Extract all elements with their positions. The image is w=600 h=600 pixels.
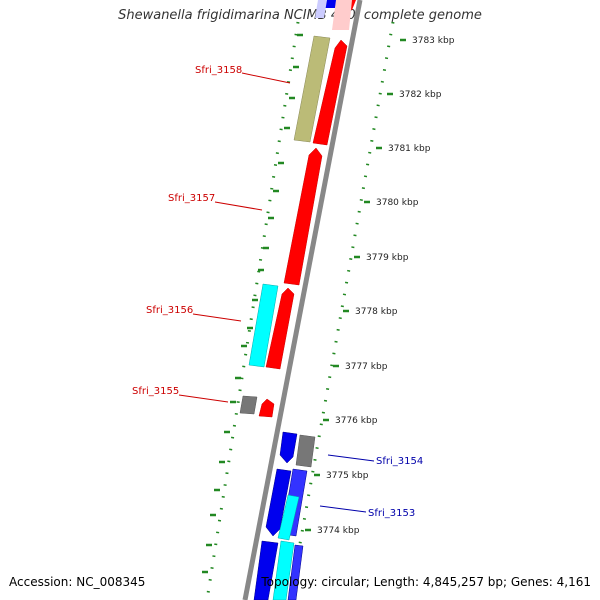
gene-label: Sfri_3158 bbox=[195, 65, 242, 76]
gene-leader-line bbox=[241, 72, 291, 84]
feature-rna-lower bbox=[277, 494, 300, 541]
tick-label: 3779 kbp bbox=[366, 253, 409, 263]
gene-leader-line bbox=[214, 201, 263, 211]
tick-label: 3781 kbp bbox=[388, 144, 431, 154]
tick-label: 3776 kbp bbox=[335, 416, 378, 426]
feature-gene-sfri-3155 bbox=[258, 398, 275, 418]
accession-label: Accession: NC_008345 bbox=[9, 575, 146, 589]
gene-leader-line bbox=[192, 313, 242, 322]
feature-rna-sfri-3156 bbox=[248, 283, 279, 368]
tick-label: 3783 kbp bbox=[412, 36, 455, 46]
feature-reverse-stub-light bbox=[315, 0, 327, 18]
feature-gene-sfri-3153 bbox=[265, 468, 292, 537]
gene-label: Sfri_3153 bbox=[368, 508, 415, 519]
gene-label: Sfri_3157 bbox=[168, 193, 215, 204]
gene-label-group: Sfri_3158 Sfri_3157 Sfri_3156 Sfri_3155 Sfri… bbox=[132, 65, 423, 519]
gene-leader-line bbox=[319, 505, 367, 513]
topology-label: Topology: circular; Length: 4,845,257 bp… bbox=[261, 575, 591, 589]
feature-gene-sfri-3154 bbox=[279, 431, 298, 464]
feature-other-sfri-3155 bbox=[239, 395, 258, 415]
feature-reverse-gene-bottom bbox=[253, 540, 279, 600]
feature-other-sfri-3154 bbox=[295, 434, 316, 468]
tick-label: 3774 kbp bbox=[317, 526, 360, 536]
tick-group: 3783 kbp 3782 kbp 3781 kbp 3780 kbp 3779 kbp… bbox=[202, 33, 455, 574]
page-title: Shewanella frigidimarina NCIMB 400, comp… bbox=[118, 8, 482, 23]
feature-gene-sfri-3158 bbox=[312, 39, 348, 146]
feature-forward-stub-light bbox=[332, 0, 352, 30]
gene-label: Sfri_3155 bbox=[132, 386, 179, 397]
gene-label: Sfri_3156 bbox=[146, 305, 193, 316]
gene-leader-line bbox=[178, 394, 229, 403]
tick-label: 3780 kbp bbox=[376, 198, 419, 208]
tick-label: 3775 kbp bbox=[326, 471, 369, 481]
feature-rna-bottom bbox=[272, 540, 295, 600]
gene-leader-line bbox=[327, 454, 375, 462]
tick-label: 3782 kbp bbox=[399, 90, 442, 100]
feature-reverse-bottom-b bbox=[287, 544, 304, 600]
feature-gene-sfri-3156 bbox=[265, 287, 295, 370]
feature-hit bbox=[293, 35, 331, 143]
genome-backbone bbox=[242, 0, 363, 600]
feature-gene-sfri-3157 bbox=[283, 147, 323, 286]
gene-label: Sfri_3154 bbox=[376, 456, 423, 467]
tick-label: 3777 kbp bbox=[345, 362, 388, 372]
tick-label: 3778 kbp bbox=[355, 307, 398, 317]
